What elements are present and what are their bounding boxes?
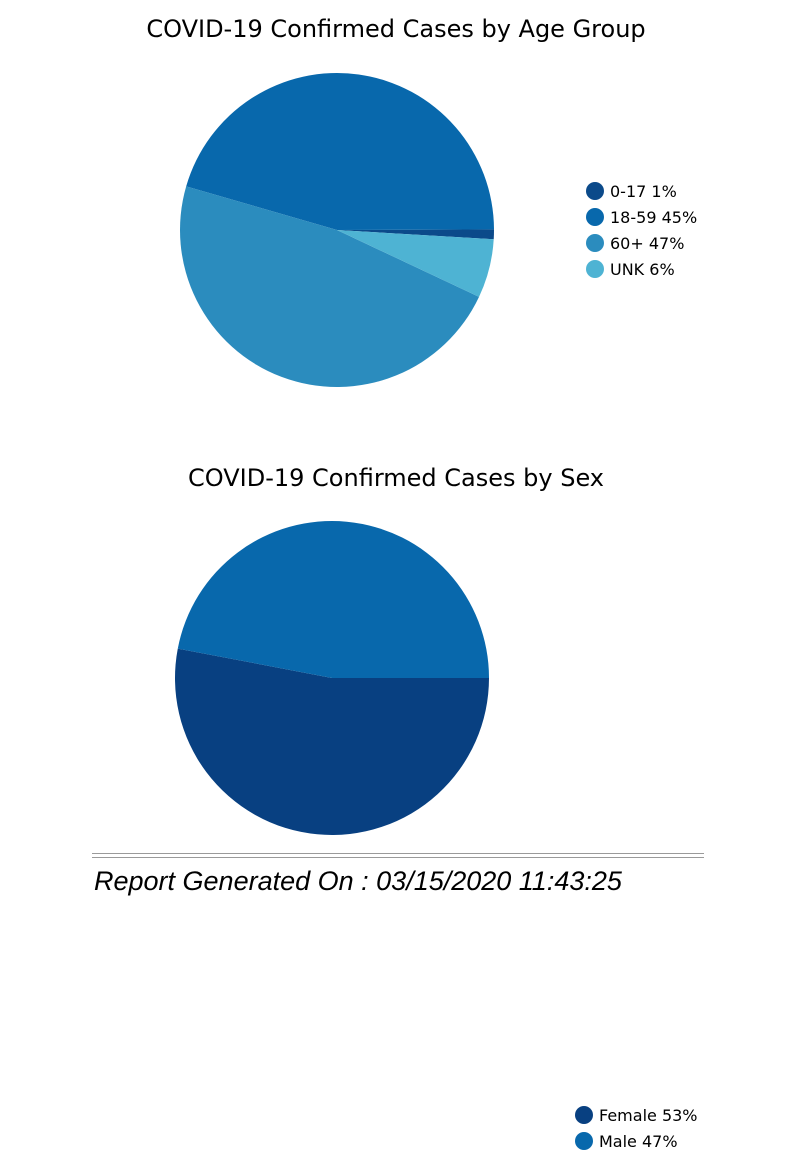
sex-pie-svg <box>174 520 490 835</box>
sex-legend-swatch-female <box>575 1106 593 1124</box>
age-legend: 0-17 1% 18-59 45% 60+ 47% UNK 6% <box>586 178 697 282</box>
age-legend-swatch-60plus <box>586 234 604 252</box>
age-legend-item-0-17: 0-17 1% <box>586 178 697 204</box>
sex-legend-item-male: Male 47% <box>575 1128 698 1154</box>
sex-legend-swatch-male <box>575 1132 593 1150</box>
sex-legend: Female 53% Male 47% <box>575 1102 698 1154</box>
sex-slice-female <box>174 648 489 835</box>
age-slice-60plus <box>179 186 480 387</box>
age-legend-item-18-59: 18-59 45% <box>586 204 697 230</box>
age-slice-0-17 <box>337 229 494 240</box>
age-slice-unk <box>337 230 494 297</box>
age-legend-label-60plus: 60+ 47% <box>610 233 685 253</box>
age-chart-title: COVID-19 Confirmed Cases by Age Group <box>146 15 646 43</box>
age-slice-18-59 <box>186 72 494 231</box>
age-legend-label-18-59: 18-59 45% <box>610 207 698 227</box>
age-legend-item-60plus: 60+ 47% <box>586 230 697 256</box>
sex-chart: COVID-19 Confirmed Cases by Sex Female 5… <box>0 450 792 1151</box>
sex-legend-label-female: Female 53% <box>599 1105 698 1125</box>
age-legend-label-0-17: 0-17 1% <box>610 181 677 201</box>
sex-legend-label-male: Male 47% <box>599 1131 678 1151</box>
age-legend-swatch-0-17 <box>586 182 604 200</box>
age-legend-swatch-18-59 <box>586 208 604 226</box>
footer-divider-top <box>92 853 704 854</box>
footer-divider-bottom <box>92 857 704 858</box>
sex-slice-male <box>177 520 490 678</box>
age-group-chart: COVID-19 Confirmed Cases by Age Group 0-… <box>0 0 792 440</box>
age-pie-svg <box>179 72 494 387</box>
report-generated-timestamp: Report Generated On : 03/15/2020 11:43:2… <box>94 866 622 896</box>
age-legend-label-unk: UNK 6% <box>610 259 675 279</box>
age-legend-item-unk: UNK 6% <box>586 256 697 282</box>
sex-legend-item-female: Female 53% <box>575 1102 698 1128</box>
sex-chart-title: COVID-19 Confirmed Cases by Sex <box>188 464 604 492</box>
age-legend-swatch-unk <box>586 260 604 278</box>
